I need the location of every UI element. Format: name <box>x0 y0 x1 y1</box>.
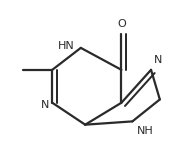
Text: HN: HN <box>58 41 74 51</box>
Text: N: N <box>41 100 49 110</box>
Text: NH: NH <box>137 126 153 136</box>
Text: N: N <box>154 55 163 65</box>
Text: O: O <box>117 19 126 29</box>
